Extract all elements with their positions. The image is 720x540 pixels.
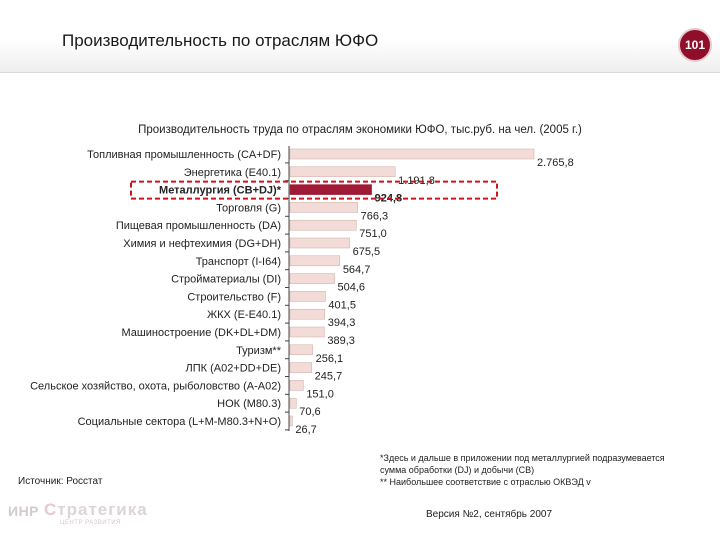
category-label: Машиностроение (DK+DL+DM) bbox=[122, 327, 281, 339]
value-label: 394,3 bbox=[328, 317, 356, 329]
page-number-badge: 101 bbox=[678, 28, 712, 62]
bar bbox=[289, 344, 313, 356]
category-label: Пищевая промышленность (DA) bbox=[116, 220, 281, 232]
category-label: Химия и нефтехимия (DG+DH) bbox=[123, 238, 281, 250]
bar bbox=[289, 326, 325, 338]
chart-title: Производительность труда по отраслям эко… bbox=[138, 124, 582, 136]
footnote-line: ** Наибольшее соответствие с отраслью ОК… bbox=[380, 477, 591, 487]
bar bbox=[289, 237, 350, 249]
category-label: Металлургия (CB+DJ)* bbox=[159, 185, 282, 197]
bar bbox=[289, 255, 341, 267]
footnotes: *Здесь и дальше в приложении под металлу… bbox=[380, 452, 665, 488]
value-label: 504,6 bbox=[338, 282, 366, 294]
value-label: 401,5 bbox=[328, 299, 356, 311]
value-label: 564,7 bbox=[343, 264, 371, 276]
value-label: 766,3 bbox=[361, 210, 389, 222]
bar bbox=[289, 308, 326, 320]
category-label: ЖКХ (E-E40.1) bbox=[207, 309, 281, 321]
bar bbox=[289, 397, 297, 409]
bar bbox=[289, 148, 535, 160]
bar bbox=[289, 362, 312, 373]
category-label: Торговля (G) bbox=[216, 202, 281, 214]
value-label: 751,0 bbox=[359, 228, 387, 240]
category-label: НОК (M80.3) bbox=[217, 398, 281, 410]
version-label: Версия №2, сентябрь 2007 bbox=[426, 509, 553, 520]
category-label: Строительство (F) bbox=[187, 291, 281, 303]
logo-tagline: ЦЕНТР РАЗВИТИЯ bbox=[60, 520, 121, 526]
header-band bbox=[0, 0, 720, 72]
value-label: 70,6 bbox=[299, 406, 320, 418]
value-label: 675,5 bbox=[353, 246, 381, 258]
value-label: 1.191,8 bbox=[398, 175, 435, 187]
category-label: Топливная промышленность (CA+DF) bbox=[87, 149, 281, 161]
logo-text: Стратегика bbox=[44, 500, 148, 519]
category-label: Сельское хозяйство, охота, рыболовство (… bbox=[30, 380, 281, 392]
bar bbox=[289, 273, 335, 284]
bar-highlighted bbox=[289, 184, 372, 195]
bar bbox=[289, 166, 396, 178]
value-label: 245,7 bbox=[315, 371, 343, 383]
footnote-line: *Здесь и дальше в приложении под металлу… bbox=[380, 453, 665, 463]
footnote-line: сумма обработки (DJ) и добычи (CB) bbox=[380, 465, 535, 475]
category-label: Стройматериалы (DI) bbox=[171, 274, 281, 286]
bar bbox=[289, 219, 357, 231]
category-label: Социальные сектора (L+M-M80.3+N+O) bbox=[78, 416, 281, 428]
bar bbox=[289, 380, 304, 391]
logo-mark: ИНР bbox=[8, 503, 40, 519]
category-label: ЛПК (A02+DD+DE) bbox=[185, 363, 281, 375]
category-label: Транспорт (I-I64) bbox=[196, 256, 281, 268]
category-label: Туризм** bbox=[236, 345, 282, 357]
bar bbox=[289, 291, 326, 302]
source-note: Источник: Росстат bbox=[18, 476, 103, 487]
bar bbox=[289, 202, 358, 213]
header-divider bbox=[0, 72, 720, 73]
value-label: 389,3 bbox=[327, 335, 355, 347]
category-label: Энергетика (E40.1) bbox=[184, 167, 281, 179]
value-label: 151,0 bbox=[306, 388, 334, 400]
page-title: Производительность по отраслям ЮФО bbox=[62, 31, 379, 50]
bar-chart: Топливная промышленность (CA+DF) 2.765,8 Э… bbox=[30, 146, 574, 436]
value-label: 26,7 bbox=[295, 424, 316, 436]
company-logo: ИНР Стратегика ЦЕНТР РАЗВИТИЯ bbox=[8, 498, 158, 528]
bar bbox=[289, 415, 293, 427]
value-label: 256,1 bbox=[316, 353, 344, 365]
value-label: 2.765,8 bbox=[537, 157, 574, 169]
